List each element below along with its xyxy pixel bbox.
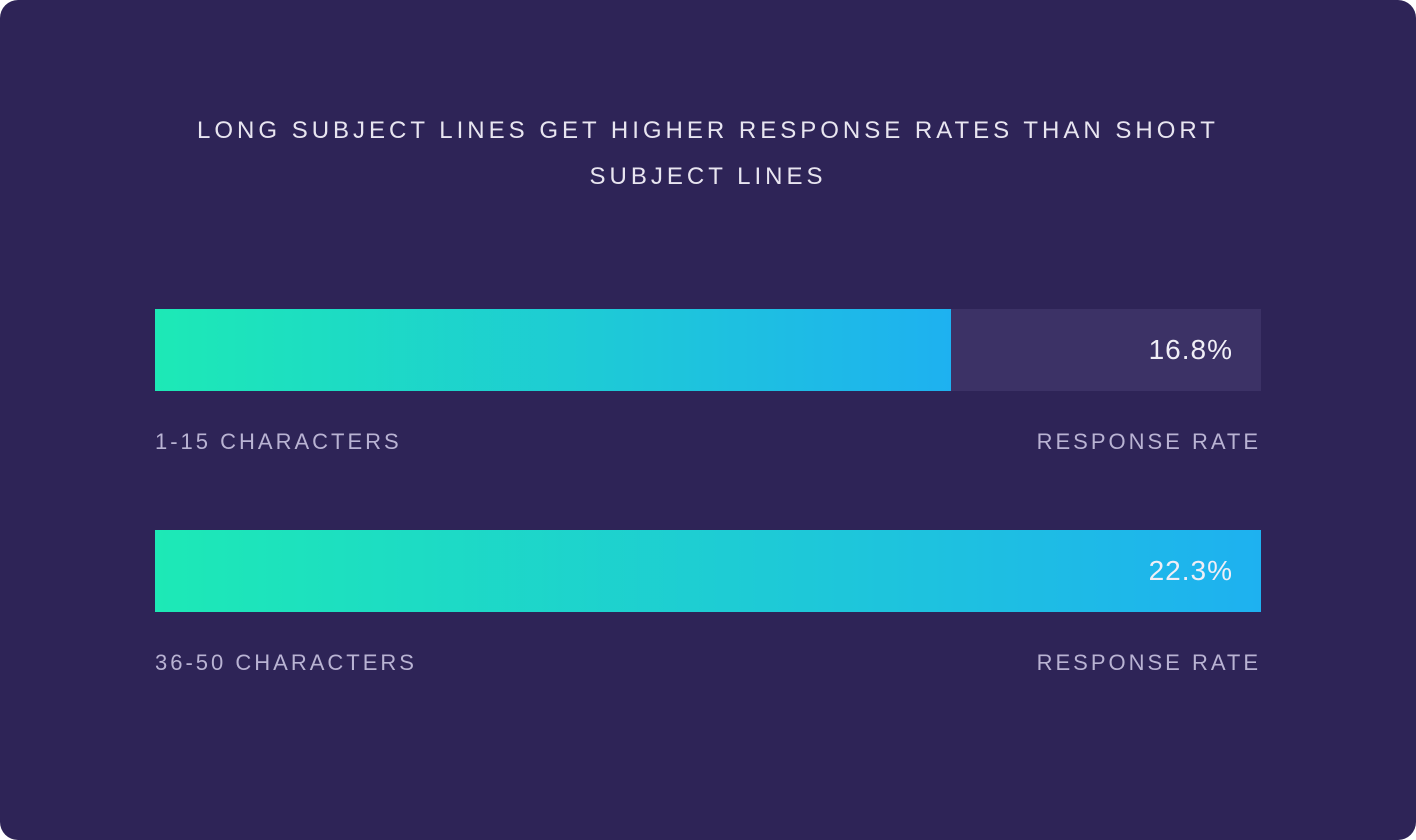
bar-track: 16.8%	[155, 309, 1261, 391]
bar-right-label-long: RESPONSE RATE	[1037, 650, 1261, 676]
bar-left-label-long: 36-50 CHARACTERS	[155, 650, 417, 676]
chart-card: LONG SUBJECT LINES GET HIGHER RESPONSE R…	[0, 0, 1416, 840]
bar-labels: 1-15 CHARACTERS RESPONSE RATE	[155, 429, 1261, 455]
bar-group-long: 22.3% 36-50 CHARACTERS RESPONSE RATE	[155, 530, 1261, 676]
bar-value-long: 22.3%	[1149, 555, 1233, 587]
bar-track: 22.3%	[155, 530, 1261, 612]
bar-fill-long	[155, 530, 1261, 612]
bar-labels: 36-50 CHARACTERS RESPONSE RATE	[155, 650, 1261, 676]
bar-right-label-short: RESPONSE RATE	[1037, 429, 1261, 455]
bar-left-label-short: 1-15 CHARACTERS	[155, 429, 402, 455]
bar-fill-short	[155, 309, 951, 391]
bar-group-short: 16.8% 1-15 CHARACTERS RESPONSE RATE	[155, 309, 1261, 455]
bars-container: 16.8% 1-15 CHARACTERS RESPONSE RATE 22.3…	[155, 309, 1261, 676]
bar-value-short: 16.8%	[1149, 334, 1233, 366]
chart-title: LONG SUBJECT LINES GET HIGHER RESPONSE R…	[155, 108, 1261, 199]
